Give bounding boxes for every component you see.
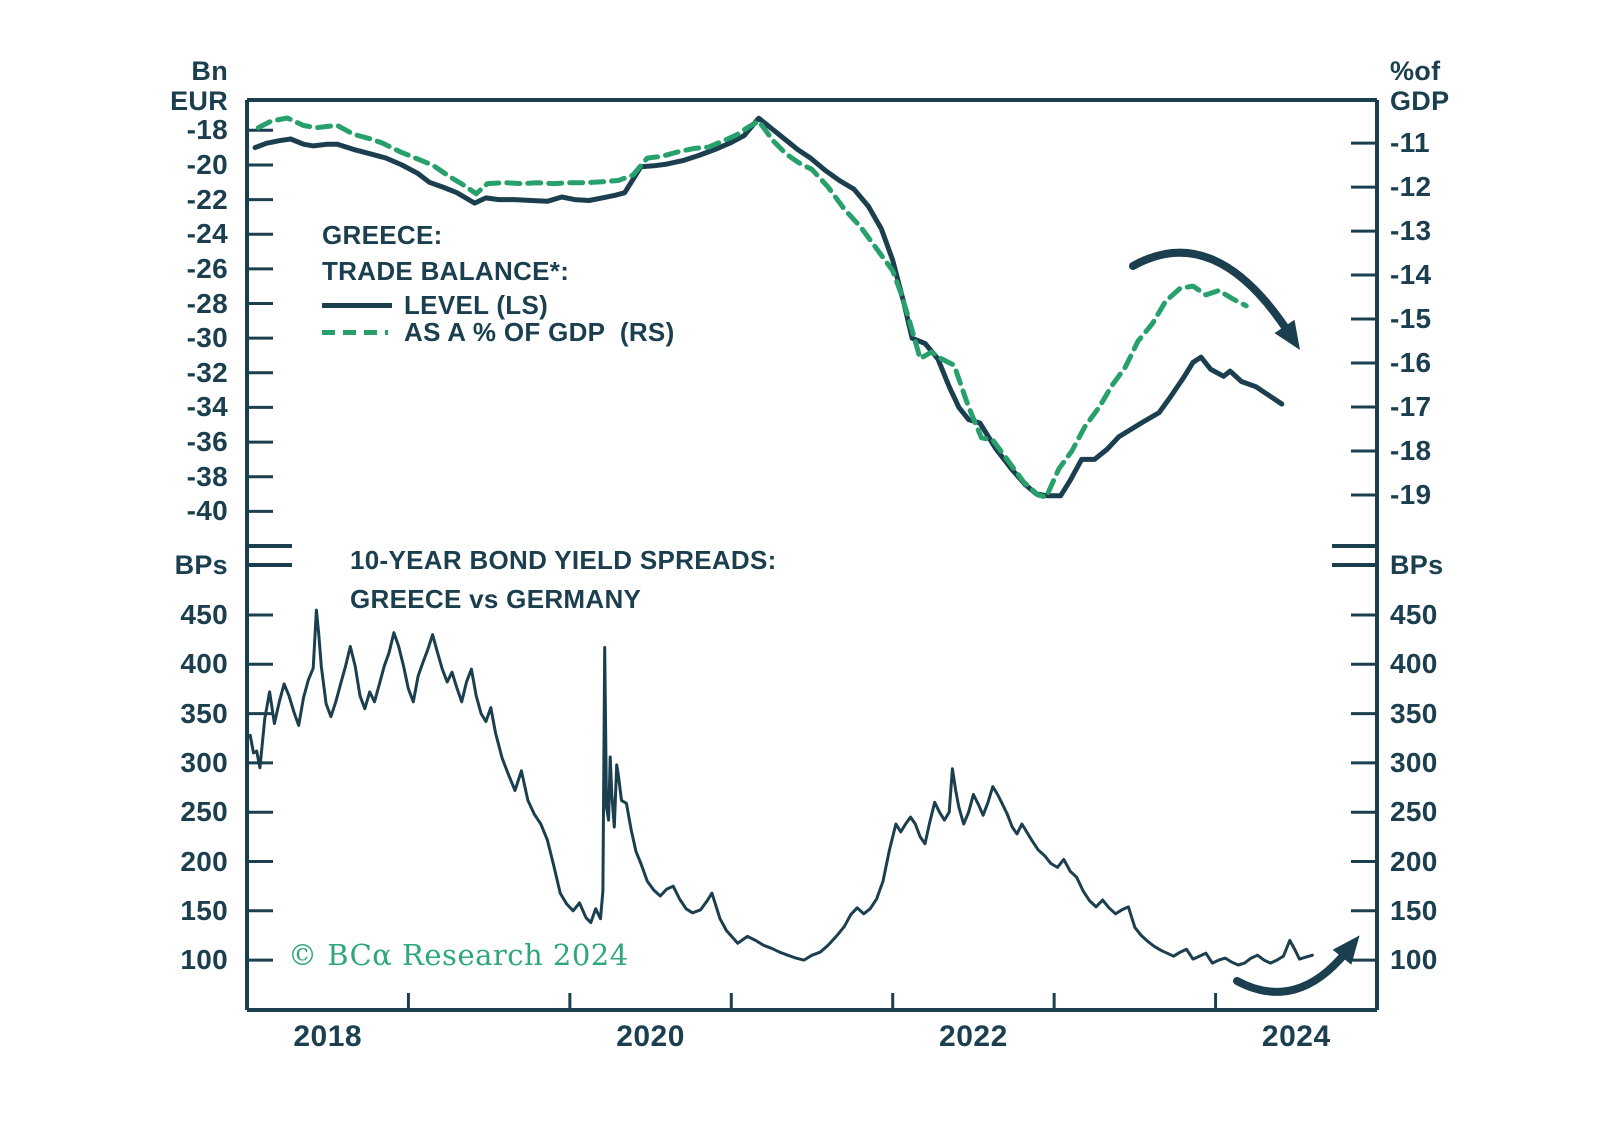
bottom-right-axis-unit: BPs	[1390, 550, 1444, 580]
x-axis-year-label: 2020	[616, 1020, 685, 1053]
bottom-left-tick-label: 450	[180, 598, 228, 630]
bottom-left-tick-label: 300	[180, 746, 228, 778]
bottom-right-tick-label: 200	[1390, 845, 1438, 877]
top-right-axis-unit-line1: %of	[1390, 56, 1441, 86]
legend-dashed-line-swatch	[322, 330, 388, 335]
bottom-left-axis-unit: BPs	[174, 550, 228, 580]
bottom-left-tick-label: 150	[180, 894, 228, 926]
top-left-tick-label: -32	[186, 356, 228, 388]
legend-title-line2: TRADE BALANCE*:	[322, 256, 570, 286]
bottom-right-tick-label: 150	[1390, 894, 1438, 926]
top-left-tick-label: -34	[186, 391, 228, 423]
top-left-tick-label: -24	[186, 218, 228, 250]
top-series-solid-line	[252, 115, 1285, 499]
top-right-tick-label: -14	[1390, 259, 1432, 291]
trend-down-arrow	[1129, 248, 1300, 350]
top-left-tick-label: -40	[186, 495, 228, 527]
top-right-tick-label: -15	[1390, 303, 1432, 335]
top-left-tick-label: -38	[186, 460, 228, 492]
x-axis-year-label: 2018	[293, 1020, 363, 1053]
top-right-tick-label: -19	[1390, 478, 1432, 510]
top-right-axis-unit-line2: GDP	[1390, 86, 1450, 116]
bottom-series-solid-line	[248, 608, 1314, 967]
trend-up-arrow	[1233, 935, 1360, 996]
legend-item-level-label: LEVEL (LS)	[404, 290, 549, 320]
top-series-dashed-line	[255, 115, 1249, 500]
top-right-tick-label: -13	[1390, 215, 1432, 247]
bottom-left-tick-label: 350	[180, 697, 228, 729]
bottom-panel-title-line1: 10-YEAR BOND YIELD SPREADS:	[350, 545, 777, 575]
bottom-panel-title-line2: GREECE vs GERMANY	[350, 584, 642, 614]
top-right-tick-label: -17	[1390, 391, 1432, 422]
top-right-tick-label: -16	[1390, 347, 1432, 379]
top-left-tick-label: -22	[186, 183, 228, 215]
top-left-tick-label: -20	[186, 148, 228, 180]
top-left-tick-label: -18	[186, 114, 228, 146]
top-left-tick-label: -26	[186, 252, 228, 284]
bottom-right-tick-label: 450	[1390, 598, 1438, 630]
chart-generated-layer	[245, 98, 1379, 1012]
x-axis-year-label: 2024	[1261, 1020, 1331, 1053]
top-left-tick-label: -36	[186, 426, 228, 458]
bottom-right-tick-label: 300	[1390, 746, 1438, 778]
bottom-left-tick-label: 250	[180, 796, 228, 828]
copyright-text: © BCα Research 2024	[288, 938, 629, 972]
legend-item-pct-gdp-label: AS A % OF GDP (RS)	[404, 317, 675, 347]
top-left-tick-label: -28	[186, 287, 228, 319]
legend-title-line1: GREECE:	[322, 220, 443, 250]
bottom-left-tick-label: 200	[180, 845, 228, 877]
top-right-tick-label: -18	[1390, 434, 1432, 466]
top-left-axis-unit-line1: Bn	[191, 56, 228, 86]
top-right-tick-label: -12	[1390, 171, 1432, 203]
x-axis-year-label: 2022	[939, 1020, 1008, 1053]
top-right-tick-label: -11	[1390, 127, 1430, 159]
bottom-right-tick-label: 100	[1390, 944, 1438, 976]
bottom-right-tick-label: 250	[1390, 796, 1438, 828]
top-left-tick-label: -30	[186, 322, 228, 354]
bottom-right-tick-label: 400	[1390, 648, 1438, 680]
legend-solid-line-swatch	[322, 303, 392, 308]
bottom-right-tick-label: 350	[1390, 697, 1438, 729]
top-left-axis-unit-line2: EUR	[170, 86, 228, 116]
bottom-left-tick-label: 400	[180, 648, 228, 680]
bottom-left-tick-label: 100	[180, 944, 228, 976]
